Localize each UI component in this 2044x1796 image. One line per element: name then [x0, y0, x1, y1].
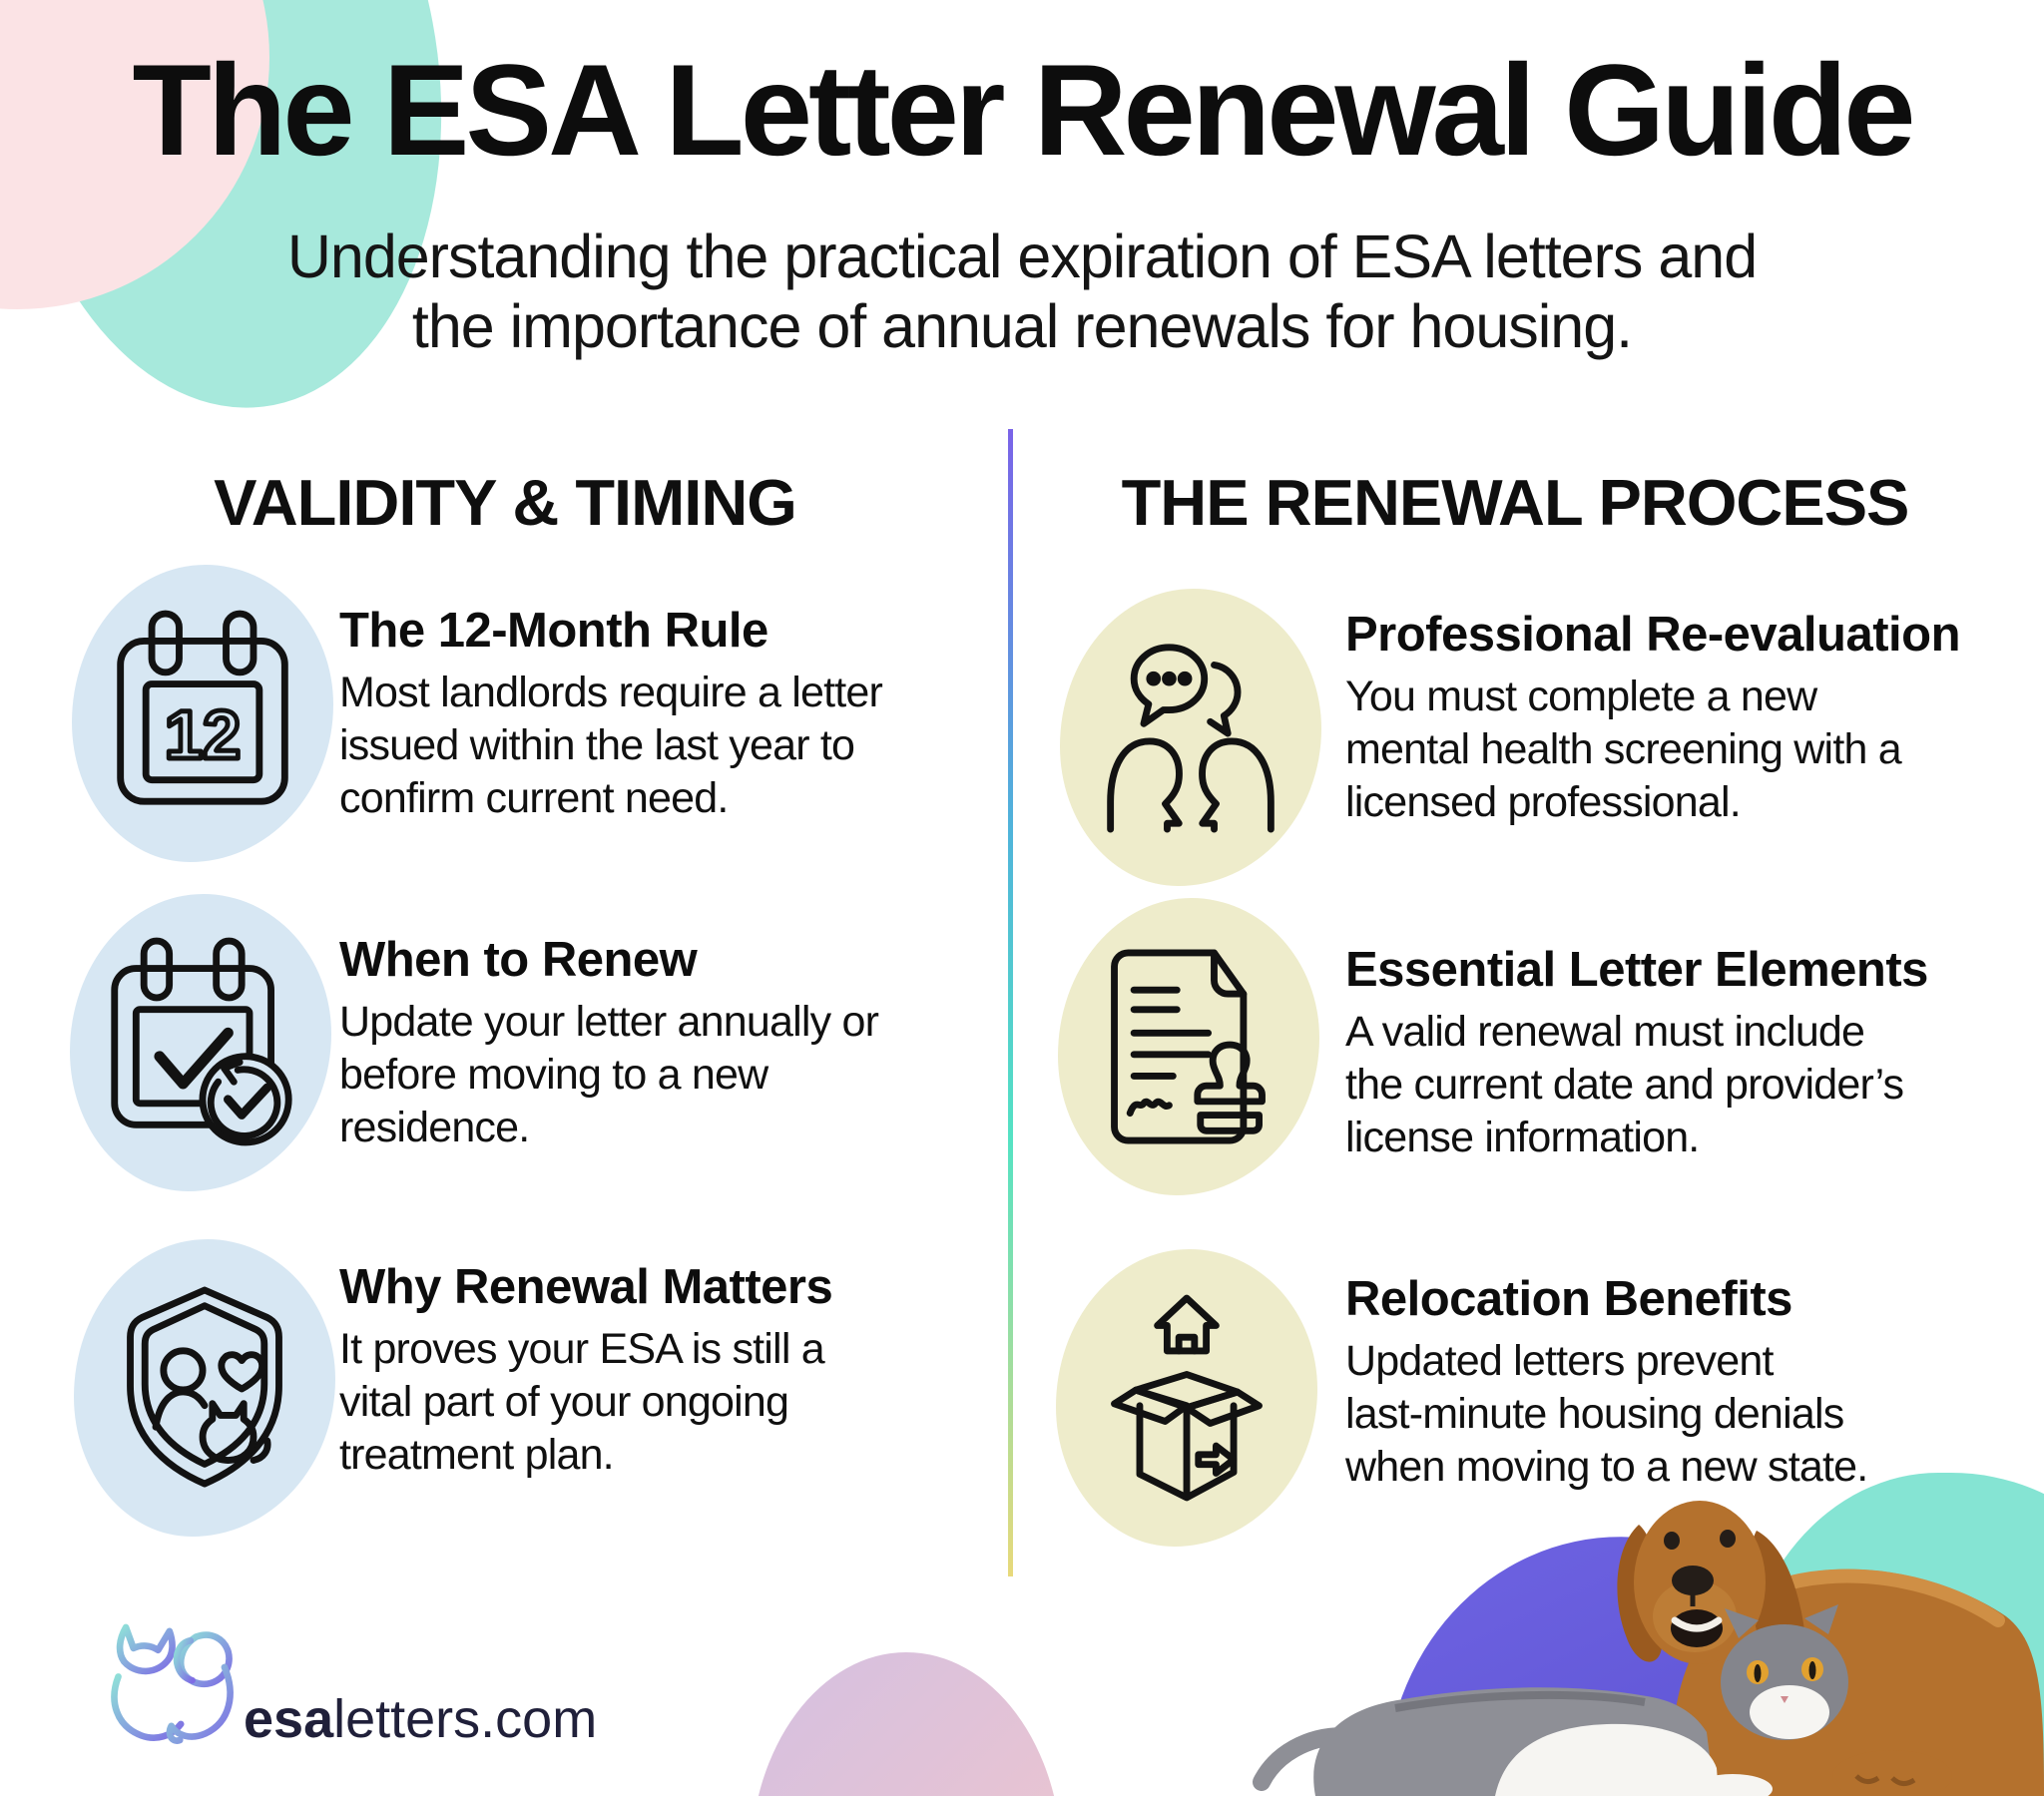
moving-box-icon [1111, 1294, 1263, 1502]
item-title: When to Renew [339, 933, 698, 987]
page-subtitle: Understanding the practical expiration o… [286, 223, 1758, 360]
item-when-to-renew: When to Renew Update your letter annuall… [339, 932, 998, 1154]
brand-logo-icon [90, 1608, 242, 1760]
dog-cat-photo [1246, 1487, 2044, 1796]
item-relocation-benefits: Relocation Benefits Updated letters prev… [1345, 1271, 2024, 1494]
item-body: Most landlords require a letter issued w… [339, 669, 883, 822]
pink-bottom-dome [751, 1652, 1062, 1796]
svg-text:12: 12 [165, 696, 241, 773]
item-essential-letter-elements: Essential Letter Elements A valid renewa… [1345, 942, 2024, 1164]
stamped-letter-icon [1111, 949, 1266, 1144]
item-body: Updated letters prevent last-minute hous… [1345, 1337, 1868, 1491]
icon-badge: 12 [72, 565, 333, 862]
item-title: Essential Letter Elements [1345, 943, 1928, 997]
item-title: The 12-Month Rule [339, 604, 768, 658]
page-title: The ESA Letter Renewal Guide [132, 37, 1915, 183]
brand-text-bold: esa [244, 1689, 334, 1749]
item-12-month-rule: The 12-Month Rule Most landlords require… [339, 603, 998, 825]
item-why-renewal-matters: Why Renewal Matters It proves your ESA i… [339, 1259, 998, 1482]
item-title: Relocation Benefits [1345, 1272, 1792, 1326]
brand-text-regular: letters.com [333, 1689, 598, 1749]
shield-pet-icon [127, 1286, 282, 1488]
item-professional-reevaluation: Professional Re-evaluation You must comp… [1345, 607, 2024, 829]
calendar-12-icon: 12 [117, 610, 288, 805]
column-heading-validity: VALIDITY & TIMING [214, 466, 797, 539]
consultation-icon [1107, 644, 1275, 833]
icon-badge [74, 1239, 335, 1537]
icon-badge [70, 894, 331, 1191]
brand-text: esaletters.com [244, 1688, 597, 1750]
item-body: You must complete a new mental health sc… [1345, 673, 1902, 826]
column-heading-renewal: THE RENEWAL PROCESS [1121, 466, 1910, 539]
item-body: It proves your ESA is still a vital part… [339, 1325, 825, 1479]
calendar-renew-icon [111, 937, 292, 1146]
icon-badge [1060, 589, 1321, 886]
icon-badge [1058, 898, 1319, 1195]
gradient-divider [1008, 429, 1013, 1576]
icon-badge [1056, 1249, 1317, 1547]
item-body: A valid renewal must include the current… [1345, 1008, 1904, 1161]
item-title: Why Renewal Matters [339, 1260, 833, 1314]
item-title: Professional Re-evaluation [1345, 608, 1961, 662]
item-body: Update your letter annually or before mo… [339, 998, 879, 1151]
